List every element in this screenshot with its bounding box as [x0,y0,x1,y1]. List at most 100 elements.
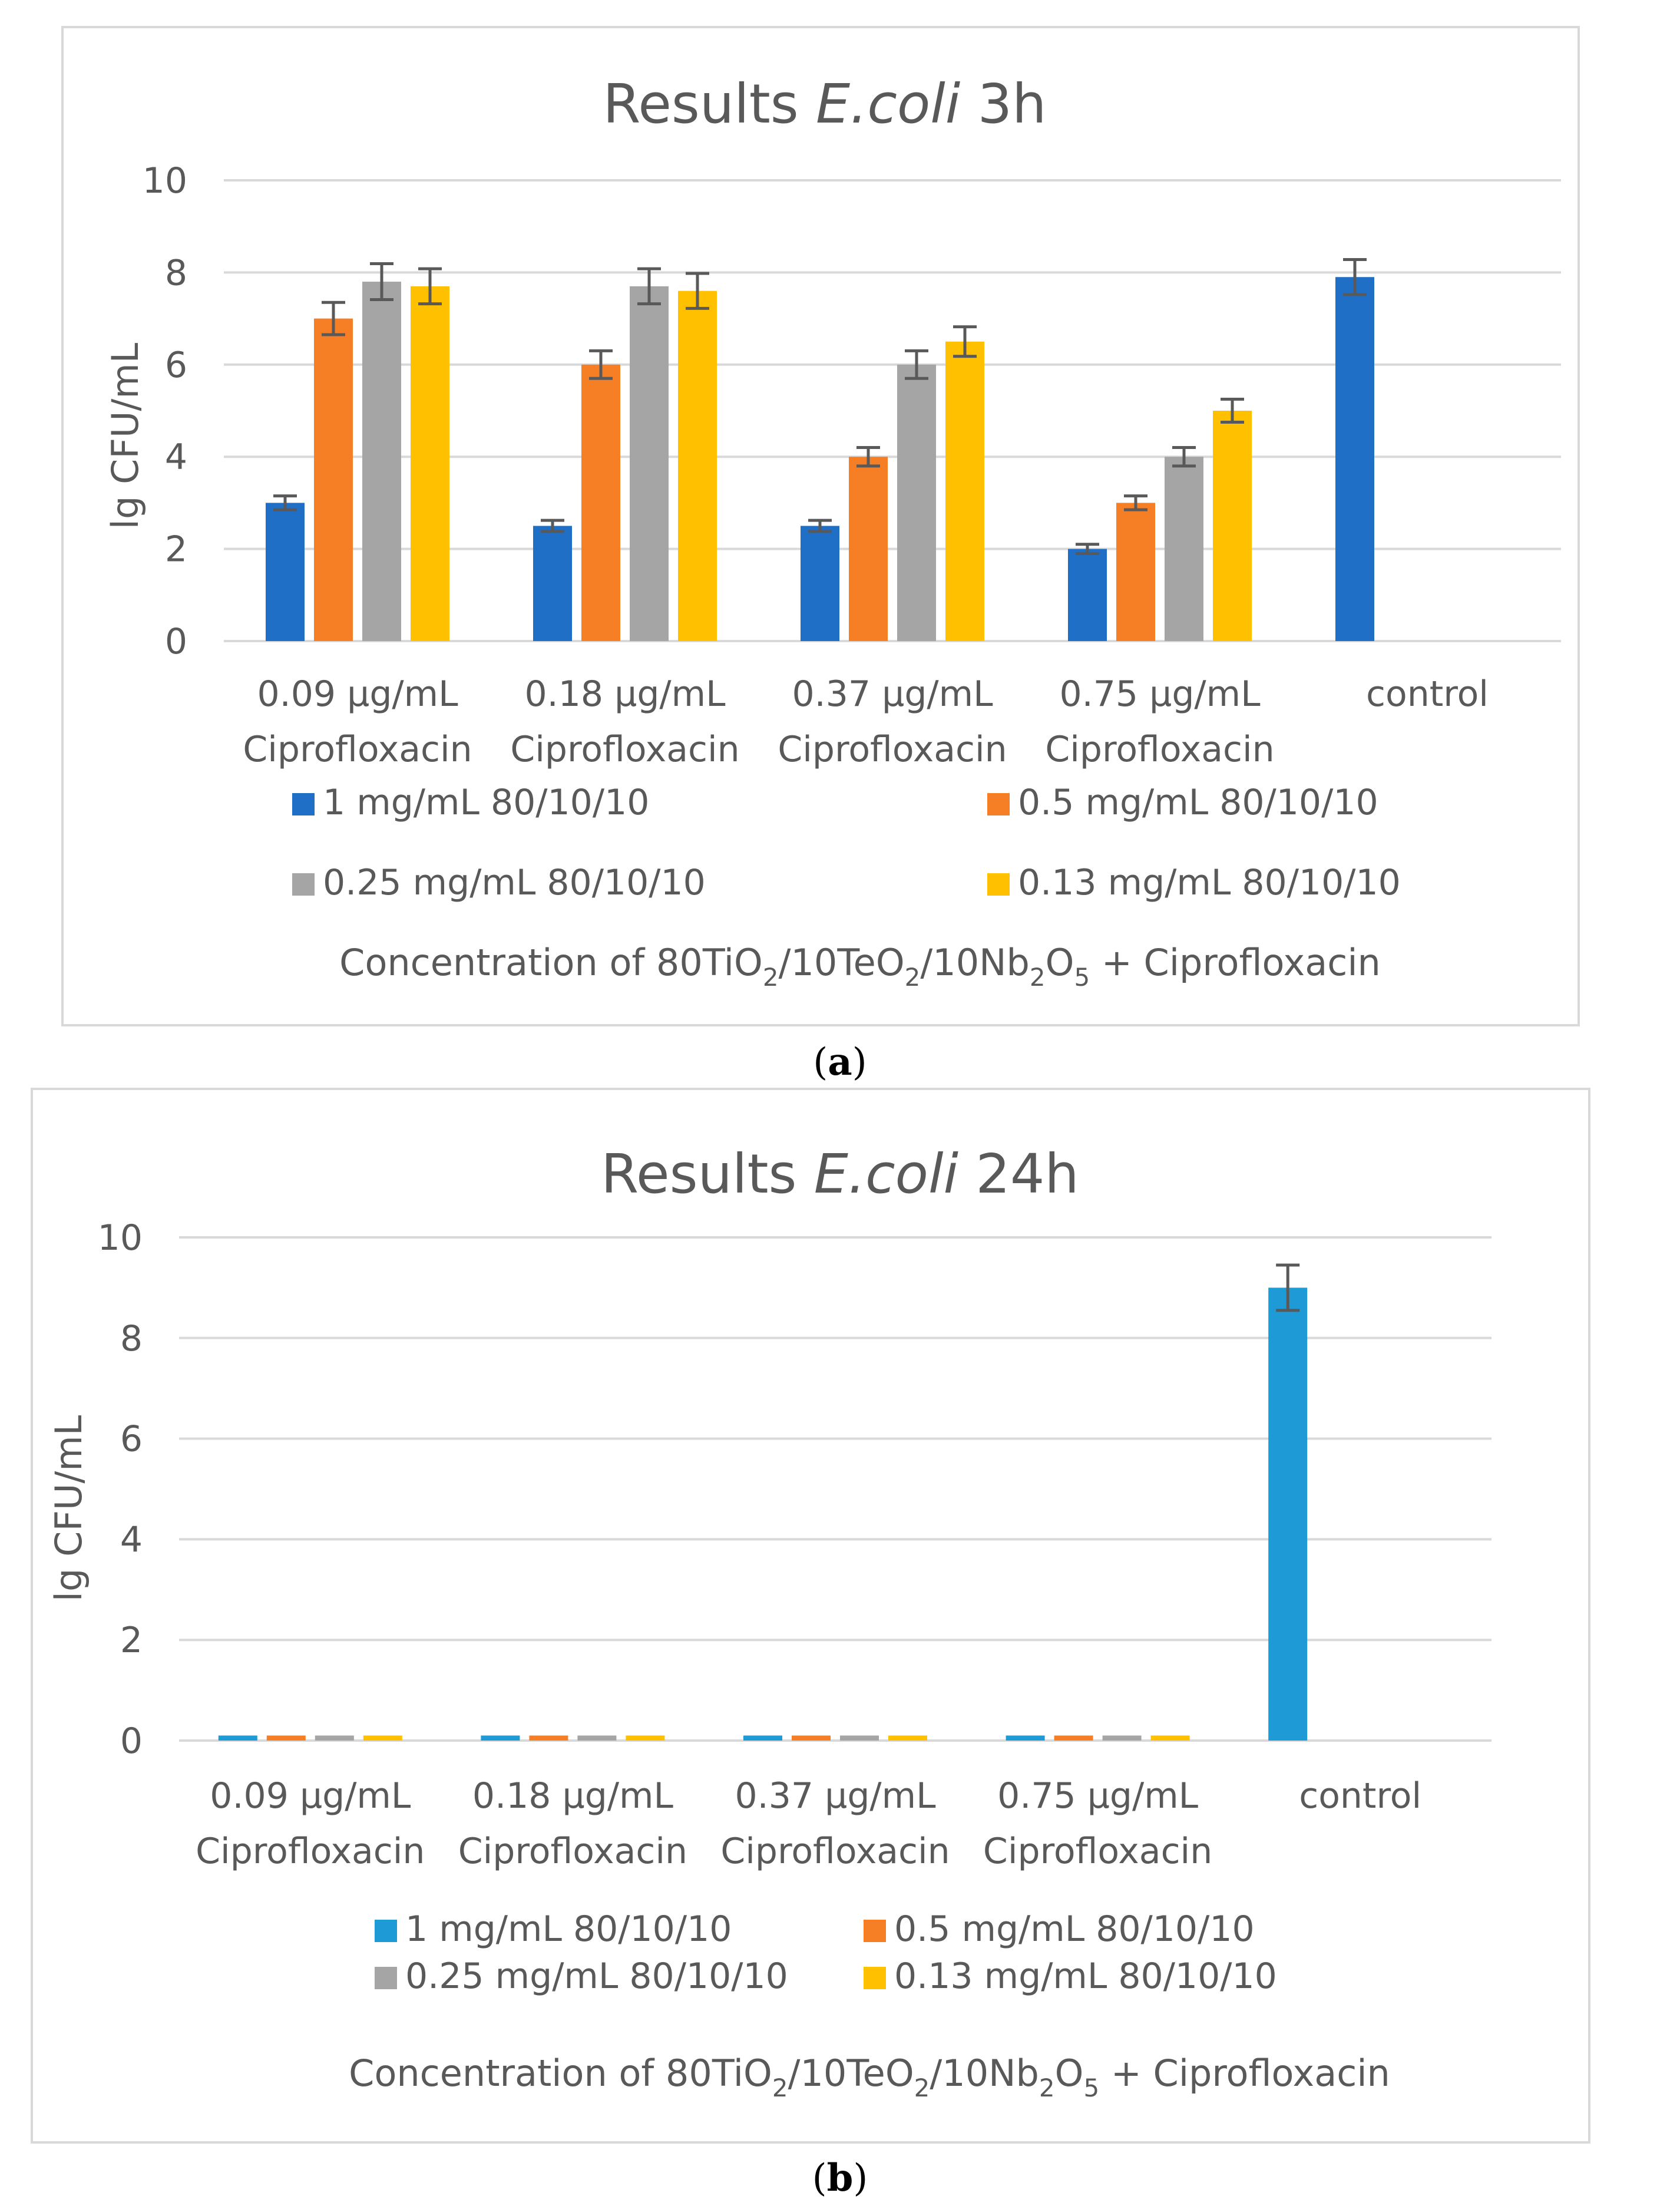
bar [529,1735,568,1741]
x-category-labels: 0.09 µg/mL Ciprofloxacin 0.18 µg/mL Ciprofl… [243,673,1489,770]
bar [1006,1735,1045,1741]
legend-label: 1 mg/mL 80/10/10 [405,1908,732,1950]
bar [411,286,449,641]
legend-label: 0.25 mg/mL 80/10/10 [323,862,706,903]
bars [266,277,1374,642]
legend-label: 0.5 mg/mL 80/10/10 [1018,782,1378,823]
legend-label: 0.13 mg/mL 80/10/10 [894,1956,1277,1997]
bar [1213,411,1252,641]
bar [626,1735,665,1741]
y-tick-label: 0 [120,1721,143,1762]
chart-title: Results E.coli 24h [601,1143,1079,1206]
bar [362,282,401,641]
x-category-label: 0.18 µg/mL [524,673,726,715]
error-bars [273,258,1367,555]
x-category-label: Ciprofloxacin [1045,729,1274,770]
y-tick-label: 6 [120,1419,143,1460]
bar [481,1735,520,1741]
bar [266,1735,306,1741]
bar [897,364,936,641]
bar [1150,1735,1190,1741]
y-axis-ticks: 0 2 4 6 8 10 [98,1217,143,1762]
x-category-label: 0.18 µg/mL [472,1775,674,1817]
x-category-label: 0.75 µg/mL [997,1775,1199,1817]
chart-panel-b: Results E.coli 24h 0 2 4 6 8 10 lg CFU/mL 0.0… [31,1088,1590,2144]
x-category-label: Ciprofloxacin [243,729,472,770]
bar [1054,1735,1093,1741]
y-tick-label: 4 [120,1519,143,1560]
panel-label-a: (a) [813,1040,867,1084]
x-category-label: control [1299,1775,1421,1817]
legend-swatch [987,793,1010,815]
chart-frame [31,1088,1590,2144]
legend-swatch [375,1967,397,1989]
bar [581,364,620,641]
bar [315,1735,354,1741]
bar [743,1735,782,1741]
bar [1068,549,1107,641]
y-tick-label: 6 [165,345,187,386]
legend-swatch [864,1967,886,1989]
y-tick-label: 8 [165,252,187,293]
legend-label: 0.5 mg/mL 80/10/10 [894,1908,1255,1950]
bar [945,341,984,641]
legend-label: 1 mg/mL 80/10/10 [323,782,649,823]
y-axis-ticks: 0 2 4 6 8 10 [143,160,187,662]
y-tick-label: 10 [98,1217,143,1259]
y-tick-label: 2 [165,529,187,570]
x-category-label: Ciprofloxacin [196,1831,425,1872]
x-category-label: Ciprofloxacin [510,729,739,770]
bar [1116,503,1155,641]
bar [314,318,353,641]
bars [218,1287,1308,1741]
legend-swatch [864,1920,886,1942]
x-category-label: 0.37 µg/mL [792,673,993,715]
x-category-labels: 0.09 µg/mL Ciprofloxacin 0.18 µg/mL Ciprofl… [196,1775,1421,1872]
bar [849,457,888,641]
bar [218,1735,257,1741]
bar [533,526,572,641]
legend-swatch [292,793,315,815]
x-axis-label: Concentration of 80TiO2/10TeO2/10Nb2O5 +… [349,2052,1390,2102]
bar [1102,1735,1142,1741]
x-category-label: Ciprofloxacin [720,1831,950,1872]
legend-label: 0.13 mg/mL 80/10/10 [1018,862,1401,903]
legend-swatch [987,873,1010,896]
x-category-label: 0.09 µg/mL [210,1775,411,1817]
panel-label-b: (b) [812,2156,868,2200]
legend-swatch [292,873,315,896]
x-category-label: 0.37 µg/mL [735,1775,936,1817]
bar [678,290,717,641]
y-tick-label: 2 [120,1620,143,1661]
x-category-label: Ciprofloxacin [778,729,1007,770]
x-category-label: 0.09 µg/mL [257,673,458,715]
y-tick-label: 0 [165,621,187,662]
y-axis-label: lg CFU/mL [104,342,147,529]
y-tick-label: 10 [143,160,187,202]
x-category-label: control [1366,673,1489,715]
legend: 1 mg/mL 80/10/10 0.5 mg/mL 80/10/10 0.25 m… [292,782,1401,903]
x-category-label: 0.75 µg/mL [1059,673,1261,715]
chart-panel-a: Results E.coli 3h 0 2 4 6 8 10 lg CFU/mL 0.09… [61,26,1580,1026]
x-axis-label: Concentration of 80TiO2/10TeO2/10Nb2O5 +… [339,941,1381,992]
bar [266,503,305,641]
bar [1165,457,1203,641]
legend-swatch [375,1920,397,1942]
bar [630,286,669,641]
bar [792,1735,831,1741]
legend: 1 mg/mL 80/10/10 0.5 mg/mL 80/10/10 0.25 m… [375,1908,1277,1997]
x-category-label: Ciprofloxacin [983,1831,1212,1872]
x-category-label: Ciprofloxacin [458,1831,687,1872]
bar [1335,277,1374,642]
y-axis-label: lg CFU/mL [47,1415,90,1602]
bar [888,1735,927,1741]
legend-label: 0.25 mg/mL 80/10/10 [405,1956,788,1997]
y-tick-label: 8 [120,1318,143,1359]
bar [840,1735,879,1741]
chart-title: Results E.coli 3h [603,72,1047,136]
bar [363,1735,402,1741]
bar [1268,1287,1308,1741]
bar [801,526,839,641]
bar [577,1735,617,1741]
